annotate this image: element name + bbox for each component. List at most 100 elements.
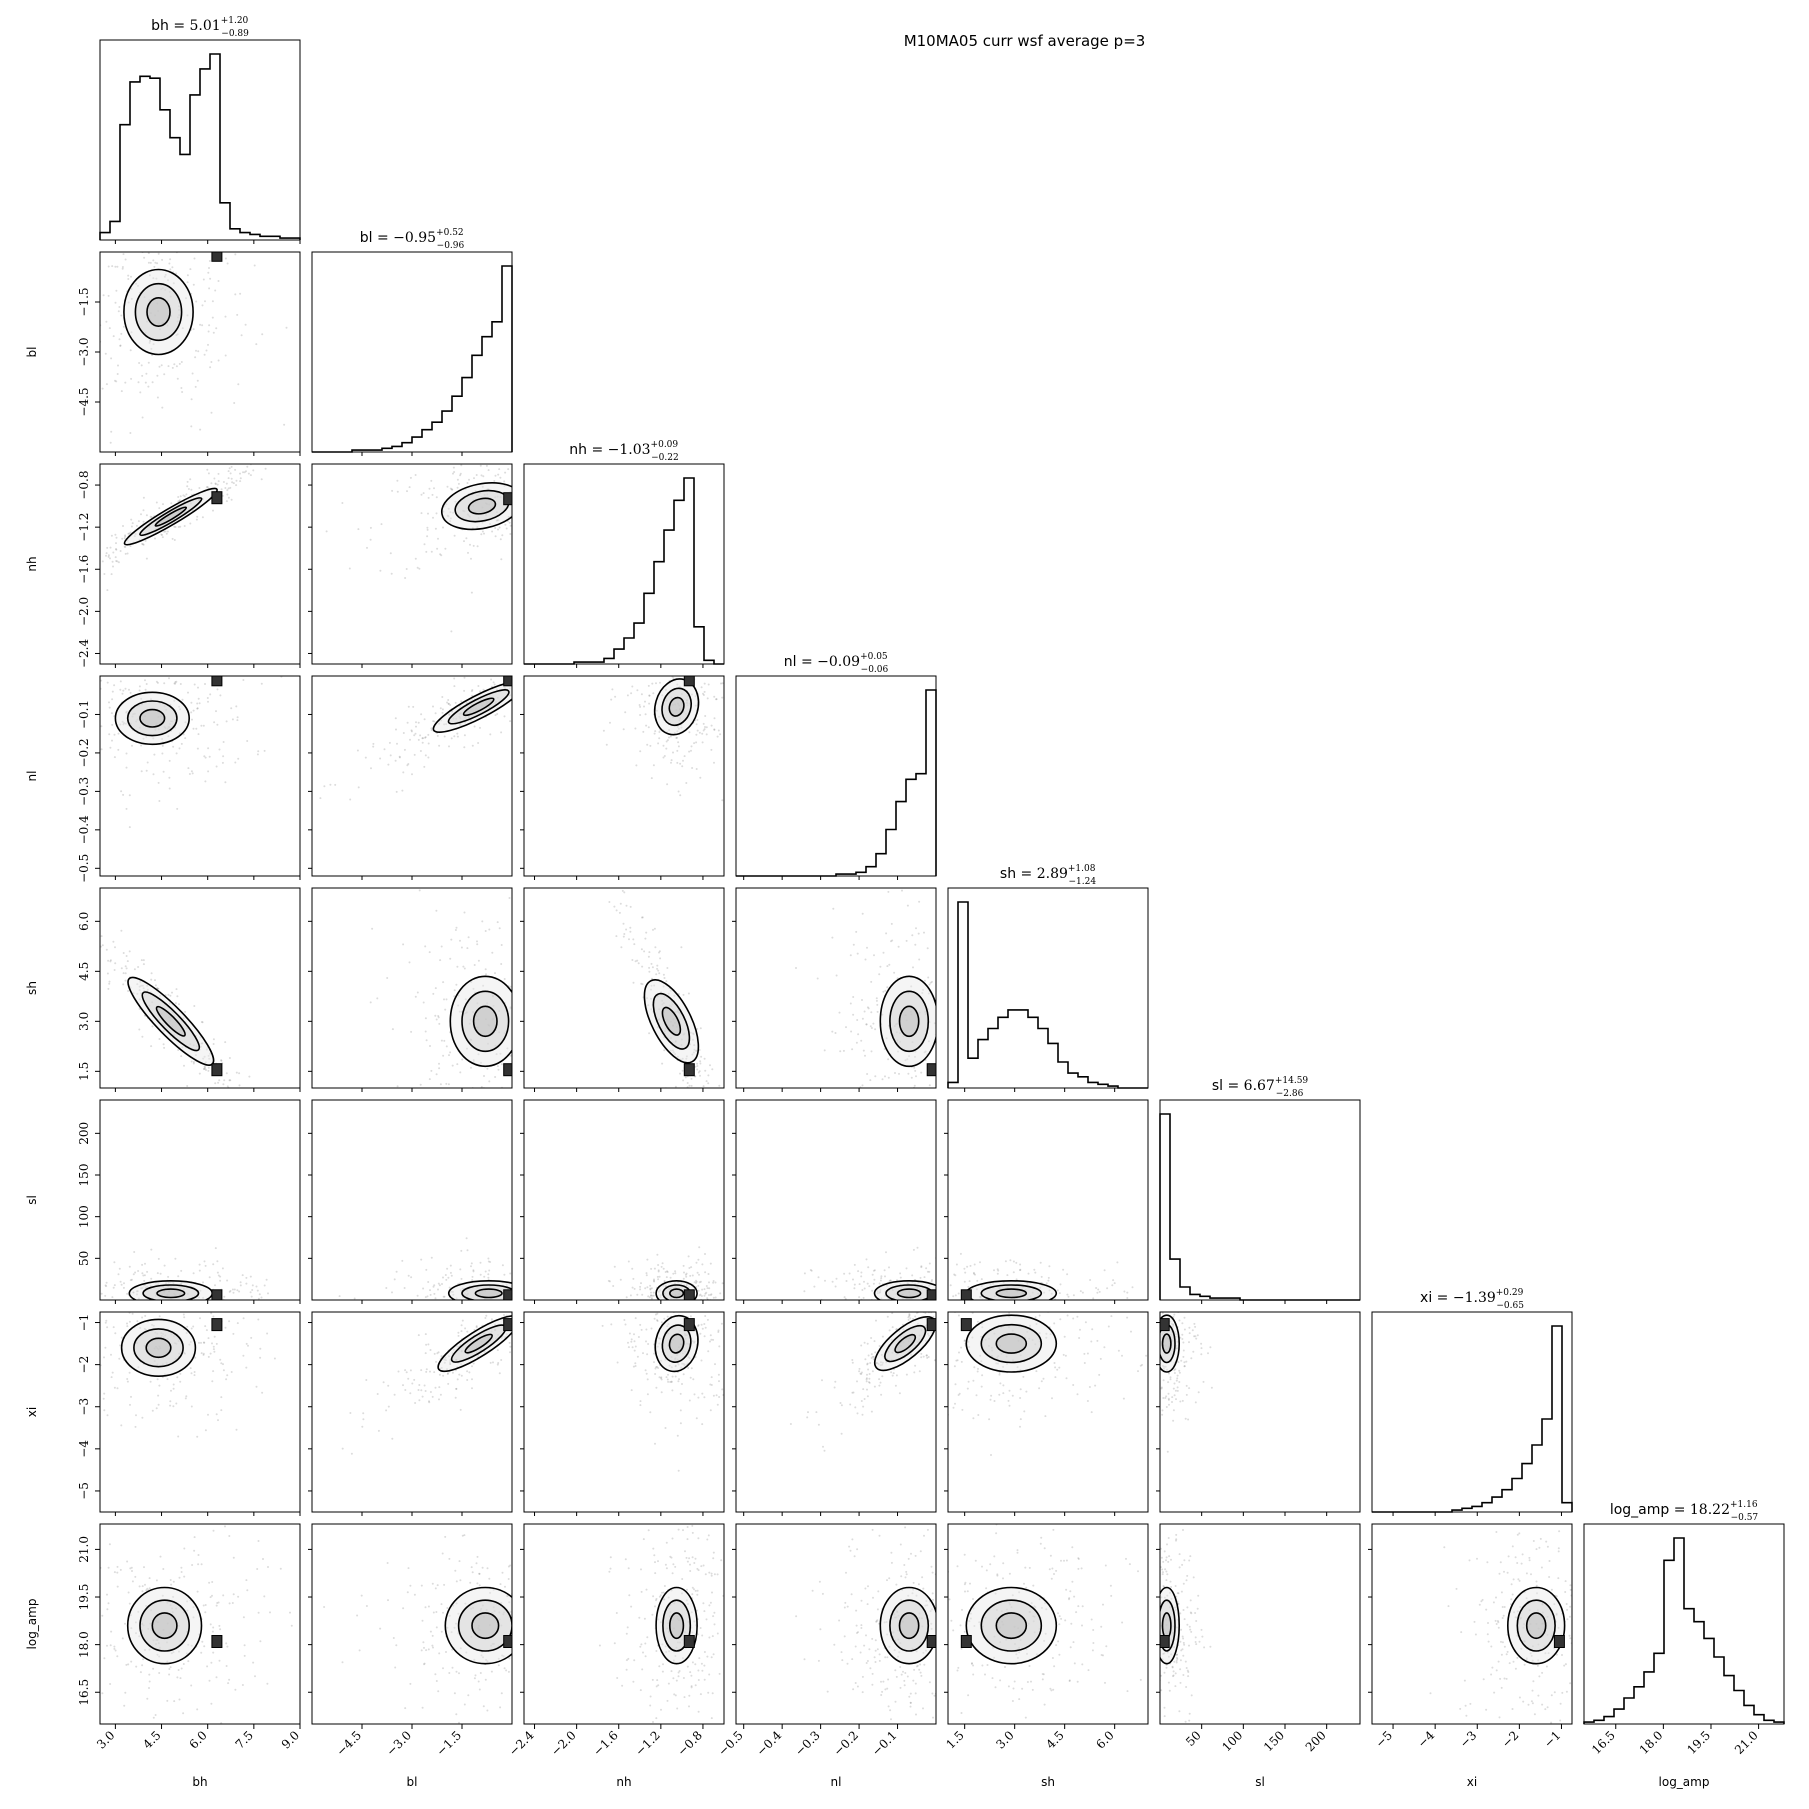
density-peak	[503, 1635, 512, 1648]
y-axis-nl: −0.5 −0.4 −0.3 −0.2 −0.1 nl	[25, 700, 100, 883]
panel-frame	[947, 1523, 1149, 1725]
density-peak	[683, 1635, 695, 1648]
inner-ticks	[520, 1132, 704, 1304]
x-axis-nl: −0.5 −0.4 −0.3 −0.2 −0.1 nl	[715, 1724, 900, 1789]
panel-frame	[99, 1099, 301, 1301]
scatter-points	[100, 1524, 293, 1724]
figure-title: M10MA05 curr wsf average p=3	[903, 32, 1146, 50]
contour-level	[995, 1288, 1028, 1299]
density-peak	[211, 252, 223, 262]
panel-bl-vs-nl	[311, 675, 513, 877]
panel-nl-vs-log_amp	[735, 1523, 937, 1725]
panel-frame	[1371, 1523, 1573, 1725]
contour-level	[896, 1288, 922, 1299]
y-axis-bl: −4.5 −3.0 −1.5 bl	[25, 287, 100, 417]
panel-nh-vs-xi	[523, 1311, 725, 1513]
inner-ticks	[308, 1132, 463, 1304]
y-axis-label-nl: nl	[25, 771, 39, 782]
hist-sh: sh = 2.89+1.08 −1.24	[947, 864, 1149, 1089]
panel-sh-vs-sl	[947, 1099, 1149, 1301]
contour-level	[1525, 1612, 1547, 1640]
contour-level	[980, 1323, 1043, 1364]
x-tick-label: −0.1	[869, 1728, 900, 1759]
panel-frame	[735, 1099, 937, 1301]
inner-ticks	[1368, 1548, 1372, 1693]
panel-bl-vs-nh	[311, 463, 513, 665]
panel-bh-vs-sl	[99, 1099, 301, 1301]
x-tick-label: −1.2	[632, 1728, 663, 1759]
panel-nl-vs-sh	[735, 887, 937, 1089]
y-tick-label: −2.4	[77, 639, 91, 669]
density-peak	[1160, 1318, 1170, 1332]
y-tick-label: −4.5	[77, 387, 91, 416]
contour-level	[995, 1333, 1028, 1354]
y-tick-label: 150	[77, 1164, 91, 1187]
panel-frame	[735, 1311, 937, 1513]
panel-nl-vs-sl	[735, 1099, 937, 1301]
panel-frame	[99, 887, 301, 1089]
inner-ticks	[732, 1548, 736, 1693]
inner-ticks	[743, 876, 899, 880]
x-tick-label: −0.2	[831, 1728, 862, 1759]
contour-level	[668, 1288, 685, 1299]
contour-level	[889, 990, 930, 1053]
x-tick-label: 21.0	[1732, 1728, 1761, 1757]
panel-frame	[523, 1523, 725, 1725]
x-tick-label: −4.5	[334, 1728, 365, 1759]
density-peak	[926, 1635, 936, 1648]
inner-ticks	[308, 1322, 463, 1516]
density-peak	[503, 492, 512, 506]
contour-level	[432, 680, 512, 733]
x-tick-label: 4.5	[1043, 1728, 1066, 1751]
inner-ticks	[944, 1132, 1116, 1304]
panel-frame	[947, 887, 1149, 1089]
panel-frame	[523, 463, 725, 665]
contour-level	[120, 1318, 197, 1378]
hist-steps	[312, 265, 513, 453]
panel-bh-vs-log_amp	[99, 1523, 301, 1725]
y-tick-label: 200	[77, 1122, 91, 1145]
y-tick-label: −1.5	[77, 287, 91, 316]
panel-xi-vs-log_amp	[1371, 1523, 1573, 1725]
density-peak	[683, 676, 695, 687]
contour-level	[889, 1599, 930, 1652]
inner-ticks	[1156, 1548, 1160, 1693]
contour-level	[464, 1333, 493, 1354]
x-axis-xi: −5 −4 −3 −2 −1 xi	[1373, 1724, 1564, 1789]
inner-ticks	[308, 1548, 312, 1693]
hist-title-xi: xi = −1.39+0.29 −0.65	[1420, 1288, 1524, 1311]
contour-level	[449, 975, 512, 1068]
contour-level	[643, 979, 700, 1064]
x-axis-label-bl: bl	[407, 1775, 418, 1789]
scatter-points	[601, 1312, 724, 1472]
density-peak	[926, 1318, 936, 1332]
x-axis-label-sl: sl	[1255, 1775, 1265, 1789]
x-tick-label: 3.0	[993, 1728, 1016, 1751]
inner-ticks	[308, 484, 463, 668]
contour-level	[668, 1612, 685, 1640]
density-peak	[1553, 1635, 1565, 1648]
x-tick-label: −1.6	[590, 1728, 621, 1759]
panel-frame	[523, 675, 725, 877]
hist-title-sh: sh = 2.89+1.08 −1.24	[1000, 864, 1096, 887]
scatter-points	[341, 1312, 512, 1455]
hist-bh: bh = 5.01+1.20 −0.89	[99, 16, 301, 241]
panel-sl-vs-log_amp	[1159, 1523, 1361, 1725]
x-axis-bh: 3.0 4.5 6.0 7.5 9.0 bh	[94, 1724, 302, 1789]
y-tick-label: −0.4	[77, 815, 91, 845]
x-axis-label-nh: nh	[616, 1775, 631, 1789]
x-tick-label: −0.3	[792, 1728, 823, 1759]
scatter-points	[100, 252, 288, 444]
inner-ticks	[114, 240, 301, 244]
x-tick-label: 16.5	[1589, 1728, 1618, 1757]
y-axis-nh: −2.4 −2.0 −1.6 −1.2 −0.8 nh	[25, 470, 100, 668]
contour-level	[980, 1599, 1043, 1652]
y-tick-label: 18.0	[77, 1631, 91, 1658]
x-tick-label: 18.0	[1637, 1728, 1666, 1757]
panel-frame	[947, 1311, 1149, 1513]
contour-level	[440, 482, 512, 531]
x-tick-label: 100	[1219, 1728, 1245, 1754]
x-axis-sh: 1.5 3.0 4.5 6.0 sh	[943, 1724, 1117, 1789]
y-axis-xi: −5 −4 −3 −2 −1 xi	[25, 1314, 100, 1500]
x-tick-label: −1.5	[434, 1728, 465, 1759]
